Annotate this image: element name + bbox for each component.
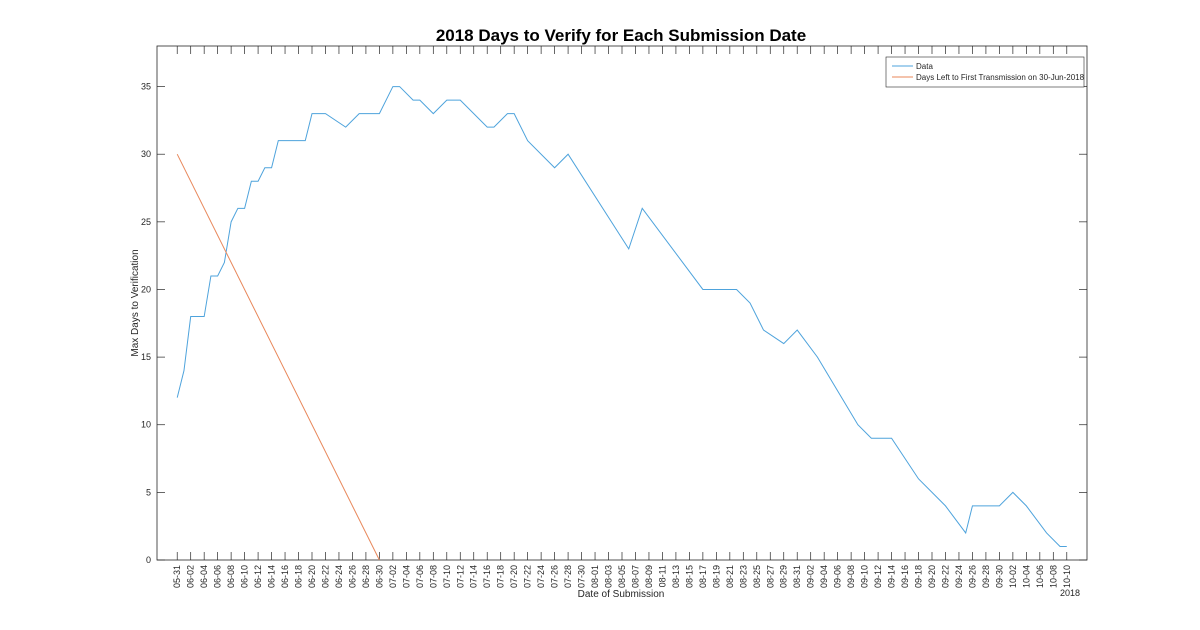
y-tick-label: 30 (141, 149, 151, 159)
x-tick-label: 06-14 (267, 565, 277, 588)
x-tick-label: 07-12 (455, 565, 465, 588)
x-tick-label: 07-24 (536, 565, 546, 588)
x-tick-label: 07-28 (563, 565, 573, 588)
x-tick-label: 10-04 (1021, 565, 1031, 588)
x-tick-label: 06-10 (240, 565, 250, 588)
x-tick-label: 08-23 (738, 565, 748, 588)
legend: Data Days Left to First Transmission on 3… (885, 56, 1085, 88)
y-tick-label: 20 (141, 284, 151, 294)
x-tick-label: 06-16 (280, 565, 290, 588)
x-tick-label: 06-18 (294, 565, 304, 588)
x-tick-label: 08-09 (644, 565, 654, 588)
x-tick-label: 06-04 (199, 565, 209, 588)
x-tick-label: 08-17 (698, 565, 708, 588)
x-tick-label: 09-14 (887, 565, 897, 588)
y-tick-label: 5 (146, 487, 151, 497)
x-tick-label: 09-24 (954, 565, 964, 588)
x-tick-label: 09-02 (806, 565, 816, 588)
x-tick-label: 07-20 (509, 565, 519, 588)
legend-label: Days Left to First Transmission on 30-Ju… (916, 73, 1085, 82)
x-tick-label: 09-28 (981, 565, 991, 588)
x-tick-label: 10-10 (1062, 565, 1072, 588)
x-tick-label: 07-06 (415, 565, 425, 588)
y-tick-label: 0 (146, 555, 151, 565)
x-tick-label: 07-26 (550, 565, 560, 588)
x-tick-label: 08-05 (617, 565, 627, 588)
x-tick-label: 07-08 (428, 565, 438, 588)
x-tick-label: 08-25 (752, 565, 762, 588)
x-tick-label: 07-16 (482, 565, 492, 588)
data-line (176, 86, 1067, 547)
x-tick-label: 08-13 (671, 565, 681, 588)
x-tick-label: 09-08 (846, 565, 856, 588)
x-tick-label: 10-08 (1048, 565, 1058, 588)
x-tick-label: 06-20 (307, 565, 317, 588)
x-tick-label: 07-22 (523, 565, 533, 588)
x-tick-label: 08-31 (792, 565, 802, 588)
x-tick-label: 08-29 (779, 565, 789, 588)
x-tick-label: 06-02 (186, 565, 196, 588)
y-tick-label: 35 (141, 82, 151, 92)
legend-box (885, 56, 1085, 88)
x-tick-label: 08-19 (711, 565, 721, 588)
x-tick-label: 08-27 (765, 565, 775, 588)
y-tick-label: 15 (141, 352, 151, 362)
x-tick-label: 09-20 (927, 565, 937, 588)
x-tick-label: 05-31 (172, 565, 182, 588)
x-tick-label: 06-26 (347, 565, 357, 588)
x-tick-label: 07-10 (442, 565, 452, 588)
x-tick-label: 08-07 (630, 565, 640, 588)
x-tick-label: 09-04 (819, 565, 829, 588)
x-tick-label: 07-02 (388, 565, 398, 588)
x-tick-label: 06-24 (334, 565, 344, 588)
x-axis-label: Date of Submission (578, 589, 665, 600)
x-tick-label: 07-04 (401, 565, 411, 588)
x-tick-label: 07-18 (496, 565, 506, 588)
legend-label: Data (916, 62, 933, 71)
x-tick-label: 06-08 (226, 565, 236, 588)
x-year-label: 2018 (1060, 588, 1080, 598)
x-tick-label: 09-16 (900, 565, 910, 588)
x-tick-label: 09-18 (914, 565, 924, 588)
x-tick-label: 09-12 (873, 565, 883, 588)
x-tick-label: 08-21 (725, 565, 735, 588)
y-axis-label: Max Days to Verification (130, 249, 141, 356)
x-tick-label: 06-12 (253, 565, 263, 588)
x-tick-label: 09-30 (994, 565, 1004, 588)
x-tick-label: 09-10 (860, 565, 870, 588)
chart-title: 2018 Days to Verify for Each Submission … (436, 26, 806, 45)
x-tick-label: 06-28 (361, 565, 371, 588)
y-tick-label: 10 (141, 420, 151, 430)
x-tick-label: 07-30 (577, 565, 587, 588)
x-tick-label: 09-26 (967, 565, 977, 588)
plot-frame (156, 45, 1088, 561)
x-tick-label: 08-11 (657, 565, 667, 587)
x-tick-label: 10-06 (1035, 565, 1045, 588)
x-tick-label: 06-22 (320, 565, 330, 588)
x-tick-label: 07-14 (469, 565, 479, 588)
x-tick-label: 06-06 (213, 565, 223, 588)
x-tick-label: 10-02 (1008, 565, 1018, 588)
y-tick-label: 25 (141, 217, 151, 227)
data-line (176, 153, 380, 561)
x-tick-label: 06-30 (374, 565, 384, 588)
x-tick-label: 09-22 (940, 565, 950, 588)
x-tick-label: 08-01 (590, 565, 600, 588)
x-tick-label: 08-15 (684, 565, 694, 588)
x-tick-label: 08-03 (604, 565, 614, 588)
x-tick-label: 09-06 (833, 565, 843, 588)
